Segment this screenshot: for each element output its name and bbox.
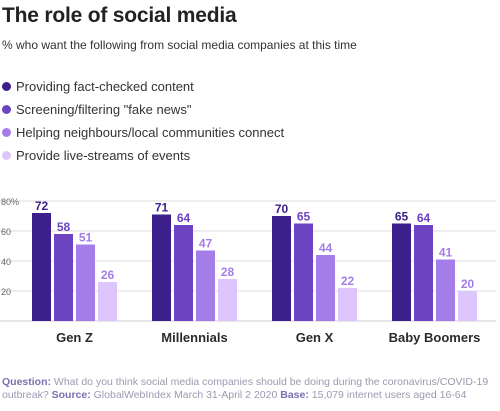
bar-value-label: 65: [297, 210, 311, 224]
bar-value-label: 44: [319, 241, 333, 255]
bar-value-label: 20: [461, 277, 475, 291]
base-text: 15,079 internet users aged 16-64: [311, 389, 467, 401]
bar-value-label: 64: [177, 211, 191, 225]
bar-value-label: 41: [439, 246, 453, 260]
legend-label: Helping neighbours/local communities con…: [16, 125, 285, 140]
bar-value-label: 28: [221, 265, 235, 279]
footnote: Question: What do you think social media…: [2, 376, 498, 402]
y-tick-label: 80%: [1, 197, 19, 207]
source-text: GlobalWebIndex March 31-April 2 2020: [93, 389, 278, 401]
bar: [54, 234, 73, 321]
bar: [436, 259, 455, 321]
bar: [196, 250, 215, 321]
y-tick-label: 40: [1, 257, 11, 267]
bar-value-label: 72: [35, 199, 49, 213]
question-text: What do you think social media companies…: [2, 376, 489, 401]
category-label: Gen X: [296, 330, 334, 345]
bar: [174, 225, 193, 321]
y-tick-label: 60: [1, 227, 11, 237]
bar: [218, 279, 237, 321]
legend-label: Provide live-streams of events: [16, 148, 191, 163]
bar-value-label: 51: [79, 231, 93, 245]
bar-value-label: 65: [395, 210, 409, 224]
category-label: Baby Boomers: [389, 330, 481, 345]
bar-value-label: 58: [57, 220, 71, 234]
bar-value-label: 64: [417, 211, 431, 225]
y-tick-label: 20: [1, 287, 11, 297]
bar: [338, 288, 357, 321]
bar: [76, 244, 95, 321]
source-label: Source:: [51, 389, 91, 401]
bar: [392, 223, 411, 321]
question-label: Question:: [2, 376, 51, 388]
legend-swatch: [2, 151, 11, 160]
bar: [316, 255, 335, 321]
legend-label: Providing fact-checked content: [16, 79, 194, 94]
bar-value-label: 71: [155, 201, 169, 215]
bar: [294, 223, 313, 321]
category-label: Gen Z: [56, 330, 93, 345]
base-label: Base:: [280, 389, 309, 401]
bar: [152, 214, 171, 321]
chart-subtitle: % who want the following from social med…: [2, 38, 357, 52]
category-label: Millennials: [161, 330, 227, 345]
bar: [272, 216, 291, 321]
bar: [414, 225, 433, 321]
legend-label: Screening/filtering "fake news": [16, 102, 192, 117]
bar: [98, 282, 117, 321]
legend-swatch: [2, 128, 11, 137]
bar-value-label: 70: [275, 202, 289, 216]
bar: [32, 213, 51, 321]
chart-title: The role of social media: [2, 4, 237, 27]
bar: [458, 291, 477, 321]
bar-value-label: 22: [341, 274, 355, 288]
bar-chart: 20 40 60 80% 72 58 51 26 Gen Z 71 64 47 28 Millennial…: [0, 197, 496, 345]
bar-value-label: 47: [199, 237, 213, 251]
legend-swatch: [2, 105, 11, 114]
legend-swatch: [2, 82, 11, 91]
bar-value-label: 26: [101, 268, 115, 282]
